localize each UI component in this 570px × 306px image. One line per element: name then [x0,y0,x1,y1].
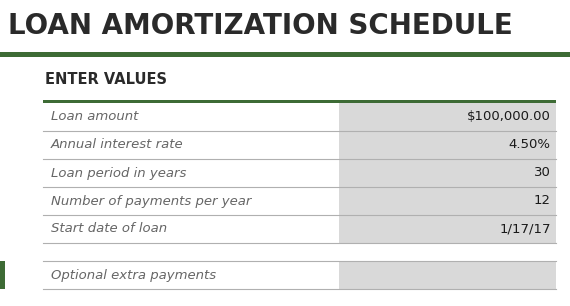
Text: $100,000.00: $100,000.00 [467,110,551,124]
Text: Loan amount: Loan amount [51,110,138,124]
Bar [339,131,556,159]
Bar [43,215,339,243]
Bar [0,0,570,52]
Bar [0,261,5,289]
Text: Optional extra payments: Optional extra payments [51,268,216,282]
Bar [339,187,556,215]
Bar [43,100,556,103]
Bar [339,103,556,131]
Bar [43,159,339,187]
Bar [43,103,339,131]
Text: 1/17/17: 1/17/17 [499,222,551,236]
Bar [43,187,339,215]
Bar [339,215,556,243]
Bar [339,159,556,187]
Bar [43,131,339,159]
Text: 12: 12 [534,195,551,207]
Text: Loan period in years: Loan period in years [51,166,186,180]
Text: Start date of loan: Start date of loan [51,222,167,236]
Text: 4.50%: 4.50% [509,139,551,151]
Text: ENTER VALUES: ENTER VALUES [45,73,167,88]
Bar [0,52,570,57]
Text: Annual interest rate: Annual interest rate [51,139,184,151]
Text: 30: 30 [534,166,551,180]
Bar [43,261,339,289]
Text: LOAN AMORTIZATION SCHEDULE: LOAN AMORTIZATION SCHEDULE [8,12,513,40]
Bar [339,261,556,289]
Text: Number of payments per year: Number of payments per year [51,195,251,207]
